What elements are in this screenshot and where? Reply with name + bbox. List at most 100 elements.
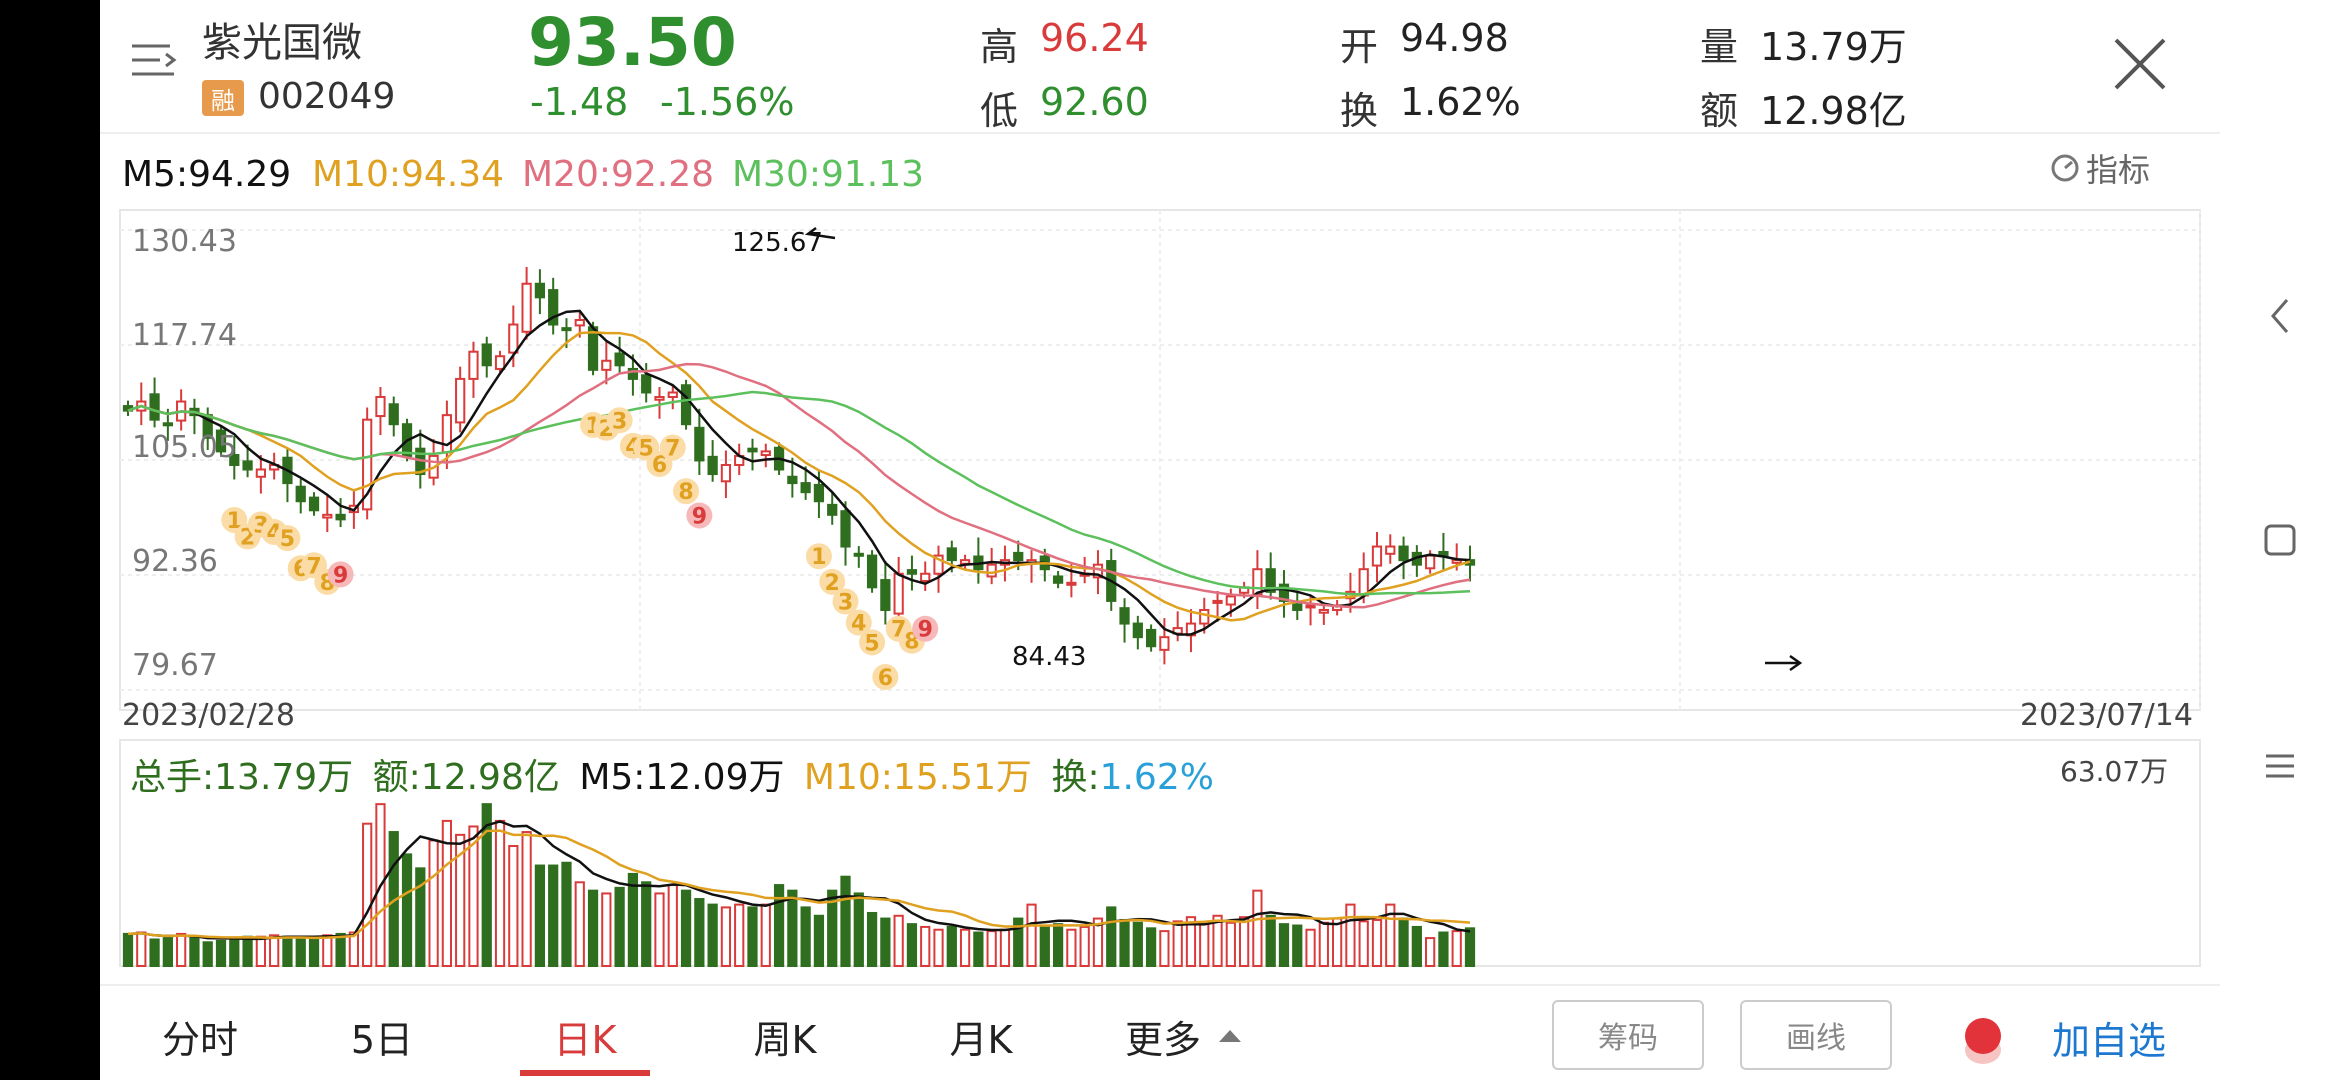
volume-bar-down (973, 931, 984, 967)
candle-down (853, 552, 864, 557)
turnover-value: 1.62% (1400, 80, 1521, 124)
candle-up (494, 355, 506, 370)
td-marker (686, 502, 713, 529)
candle-down (627, 367, 639, 380)
volume-bar-down (1013, 917, 1024, 968)
y-tick-4: 92.36 (132, 544, 218, 579)
candle-up (920, 572, 931, 582)
ma5-legend: M5:94.29 (122, 154, 292, 195)
candle-down (548, 289, 559, 326)
vol-turnover: 1.62% (1099, 757, 1214, 798)
amount-value: 12.98亿 (1760, 89, 1907, 133)
volume-bar-down (866, 911, 878, 968)
volume-bar-up (1425, 937, 1436, 967)
candle-down (694, 426, 705, 462)
min-arrow-head-icon (1789, 654, 1803, 672)
candle-down (1013, 551, 1024, 562)
chips-button[interactable]: 筹码 (1552, 1000, 1704, 1070)
tab-daily-k[interactable]: 日K (553, 1017, 617, 1062)
candle-down (707, 455, 718, 476)
max-price-label: 125.67 (732, 228, 823, 258)
td-marker (845, 609, 872, 636)
volume-chart[interactable] (100, 730, 2220, 970)
candle-down (747, 447, 758, 453)
candle-down (1145, 628, 1157, 648)
tab-intraday[interactable]: 分时 (161, 1017, 238, 1062)
close-icon[interactable] (2112, 36, 2168, 92)
candle-down (906, 569, 918, 575)
td-marker-label: 6 (878, 666, 893, 691)
tab-5day[interactable]: 5日 (350, 1017, 414, 1062)
tab-weekly-k[interactable]: 周K (753, 1017, 817, 1062)
volume-bar-down (1278, 923, 1290, 968)
td-marker-label: 5 (864, 631, 879, 656)
back-icon[interactable] (2250, 286, 2310, 346)
current-price: 93.50 (528, 4, 737, 81)
vol-ma5: M5:12.09万 (579, 757, 785, 798)
volume-bar-down (1438, 931, 1449, 967)
volume-legend: 总手:13.79万 额:12.98亿 M5:12.09万 M10:15.51万 … (130, 748, 1214, 800)
volume-bar-down (215, 939, 227, 968)
volume-bar-down (627, 872, 639, 968)
volume-bar-up (667, 884, 678, 968)
td-marker-label: 7 (665, 436, 680, 461)
recent-apps-icon[interactable] (2250, 736, 2310, 796)
volume-bar-up (1345, 903, 1356, 967)
floating-record-icon[interactable] (1960, 1010, 2006, 1070)
stock-name: 紫光国微 (202, 20, 362, 66)
volume-bar-up (933, 928, 944, 968)
td-marker-label: 4 (851, 612, 866, 637)
candle-down (335, 513, 346, 521)
indicator-button[interactable]: 指标 (2050, 148, 2150, 189)
volume-bar-up (1159, 930, 1170, 967)
td-marker (659, 434, 686, 461)
td-marker (872, 663, 899, 690)
candle-down (813, 483, 825, 503)
volume-bar-down (162, 937, 173, 967)
candle-up (322, 513, 333, 519)
tab-more[interactable]: 更多 (1100, 1005, 1270, 1067)
candle-up (1371, 545, 1383, 567)
y-tick-5: 79.67 (132, 648, 218, 683)
y-tick-3: 105.05 (132, 430, 237, 465)
volume-bar-up (1371, 918, 1383, 967)
margin-badge: 融 (202, 80, 244, 116)
menu-icon[interactable] (130, 40, 180, 80)
candle-down (481, 343, 492, 367)
low-label: 低 (980, 89, 1019, 133)
volume-bar-down (747, 906, 758, 968)
candle-up (893, 572, 904, 615)
candle-down (840, 510, 851, 548)
candle-up (1212, 599, 1223, 604)
volume-bar-down (614, 886, 625, 967)
open-label: 开 (1340, 25, 1379, 69)
candle-down (680, 384, 692, 426)
volume-bar-down (534, 864, 546, 967)
volume-bar-up (1066, 928, 1077, 968)
volume-bar-up (893, 914, 904, 967)
candle-up (959, 559, 971, 565)
volume-bar-down (1052, 923, 1064, 968)
candle-down (1132, 622, 1143, 639)
volume-bar-up (1451, 930, 1462, 967)
draw-line-button[interactable]: 画线 (1740, 1000, 1892, 1070)
candle-down (229, 454, 240, 466)
volume-bar-down (800, 906, 811, 968)
tab-monthly-k[interactable]: 月K (949, 1017, 1013, 1062)
candle-up (986, 563, 997, 578)
y-tick-1: 130.43 (132, 224, 237, 259)
add-to-watchlist-button[interactable]: 加自选 (2052, 1019, 2167, 1063)
home-icon[interactable] (2250, 510, 2310, 570)
volume-bar-up (734, 903, 745, 967)
ma10-legend: M10:94.34 (312, 154, 505, 195)
candle-down (1398, 545, 1409, 562)
open-value: 94.98 (1400, 16, 1509, 60)
td-marker (673, 478, 700, 505)
volume-bar-up (1332, 917, 1343, 968)
price-change: -1.48 (530, 80, 629, 124)
candle-down (866, 554, 878, 589)
td-marker-label: 3 (612, 409, 627, 434)
vol-ma10: M10:15.51万 (803, 757, 1032, 798)
volume-bar-up (1079, 925, 1090, 967)
